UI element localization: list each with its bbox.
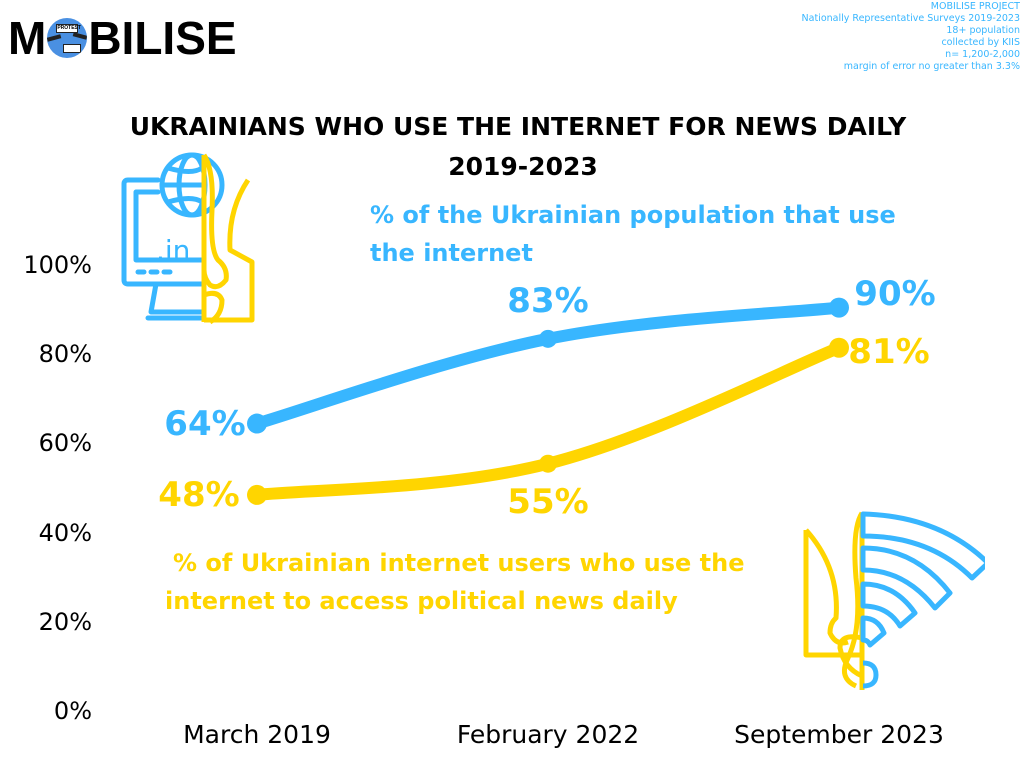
megaphone-arm <box>73 32 88 40</box>
raised-arm <box>47 34 62 42</box>
chart-title: UKRAINIANS WHO USE THE INTERNET FOR NEWS… <box>129 112 907 141</box>
series-line-internet-use <box>251 301 845 430</box>
data-label: 64% <box>164 403 246 444</box>
protest-globe-icon: PROTEST <box>47 18 88 58</box>
int-text: .in <box>156 234 190 267</box>
legend-internet-use: % of the Ukrainian population that use t… <box>370 196 930 272</box>
y-tick-label: 100% <box>23 251 92 279</box>
data-point <box>829 297 849 318</box>
x-tick-label: September 2023 <box>734 720 944 749</box>
meta-line: margin of error no greater than 3.3% <box>843 61 1020 72</box>
meta-line: MOBILISE PROJECT <box>930 1 1020 12</box>
legend-line: % of the Ukrainian population that use <box>370 201 896 229</box>
y-tick-label: 60% <box>38 429 92 458</box>
meta-line: 18+ population <box>946 25 1020 36</box>
data-point <box>539 454 557 473</box>
x-tick-label: February 2022 <box>456 720 640 749</box>
computer-globe-trident-icon: .in <box>121 152 255 325</box>
data-point <box>539 329 557 348</box>
meta-line: Nationally Representative Surveys 2019-2… <box>801 13 1020 24</box>
data-point <box>247 484 267 505</box>
logo-text-m: M <box>8 12 47 64</box>
logo-text-rest: BILISE <box>88 12 237 64</box>
legend-political-news: % of Ukrainian internet users who use th… <box>165 544 785 620</box>
wifi-trident-icon <box>803 511 985 690</box>
protest-sign-small <box>63 44 82 53</box>
data-label: 83% <box>507 280 589 321</box>
meta-line: n= 1,200-2,000 <box>945 49 1020 60</box>
x-tick-label: March 2019 <box>183 720 331 749</box>
y-tick-label: 40% <box>38 518 92 547</box>
protest-sign: PROTEST <box>56 24 81 33</box>
legend-line: % of Ukrainian internet users who use th… <box>173 549 745 577</box>
meta-line: collected by KIIS <box>941 37 1020 48</box>
data-point <box>247 413 267 434</box>
data-label: 90% <box>854 273 936 314</box>
survey-meta: MOBILISE PROJECT Nationally Representati… <box>802 1 1020 73</box>
data-label: 55% <box>507 481 589 522</box>
legend-line: the internet <box>370 239 533 267</box>
mobilise-logo: M PROTEST BILISE <box>8 12 237 64</box>
series-line-political-news <box>251 341 845 501</box>
legend-line: internet to access political news daily <box>165 587 678 615</box>
data-point <box>829 337 849 358</box>
y-tick-label: 20% <box>38 607 92 636</box>
y-tick-label: 0% <box>53 697 92 725</box>
y-tick-label: 80% <box>38 340 92 369</box>
data-label: 48% <box>158 474 240 515</box>
data-label: 81% <box>848 331 930 372</box>
chart-subtitle: 2019-2023 <box>448 152 598 181</box>
